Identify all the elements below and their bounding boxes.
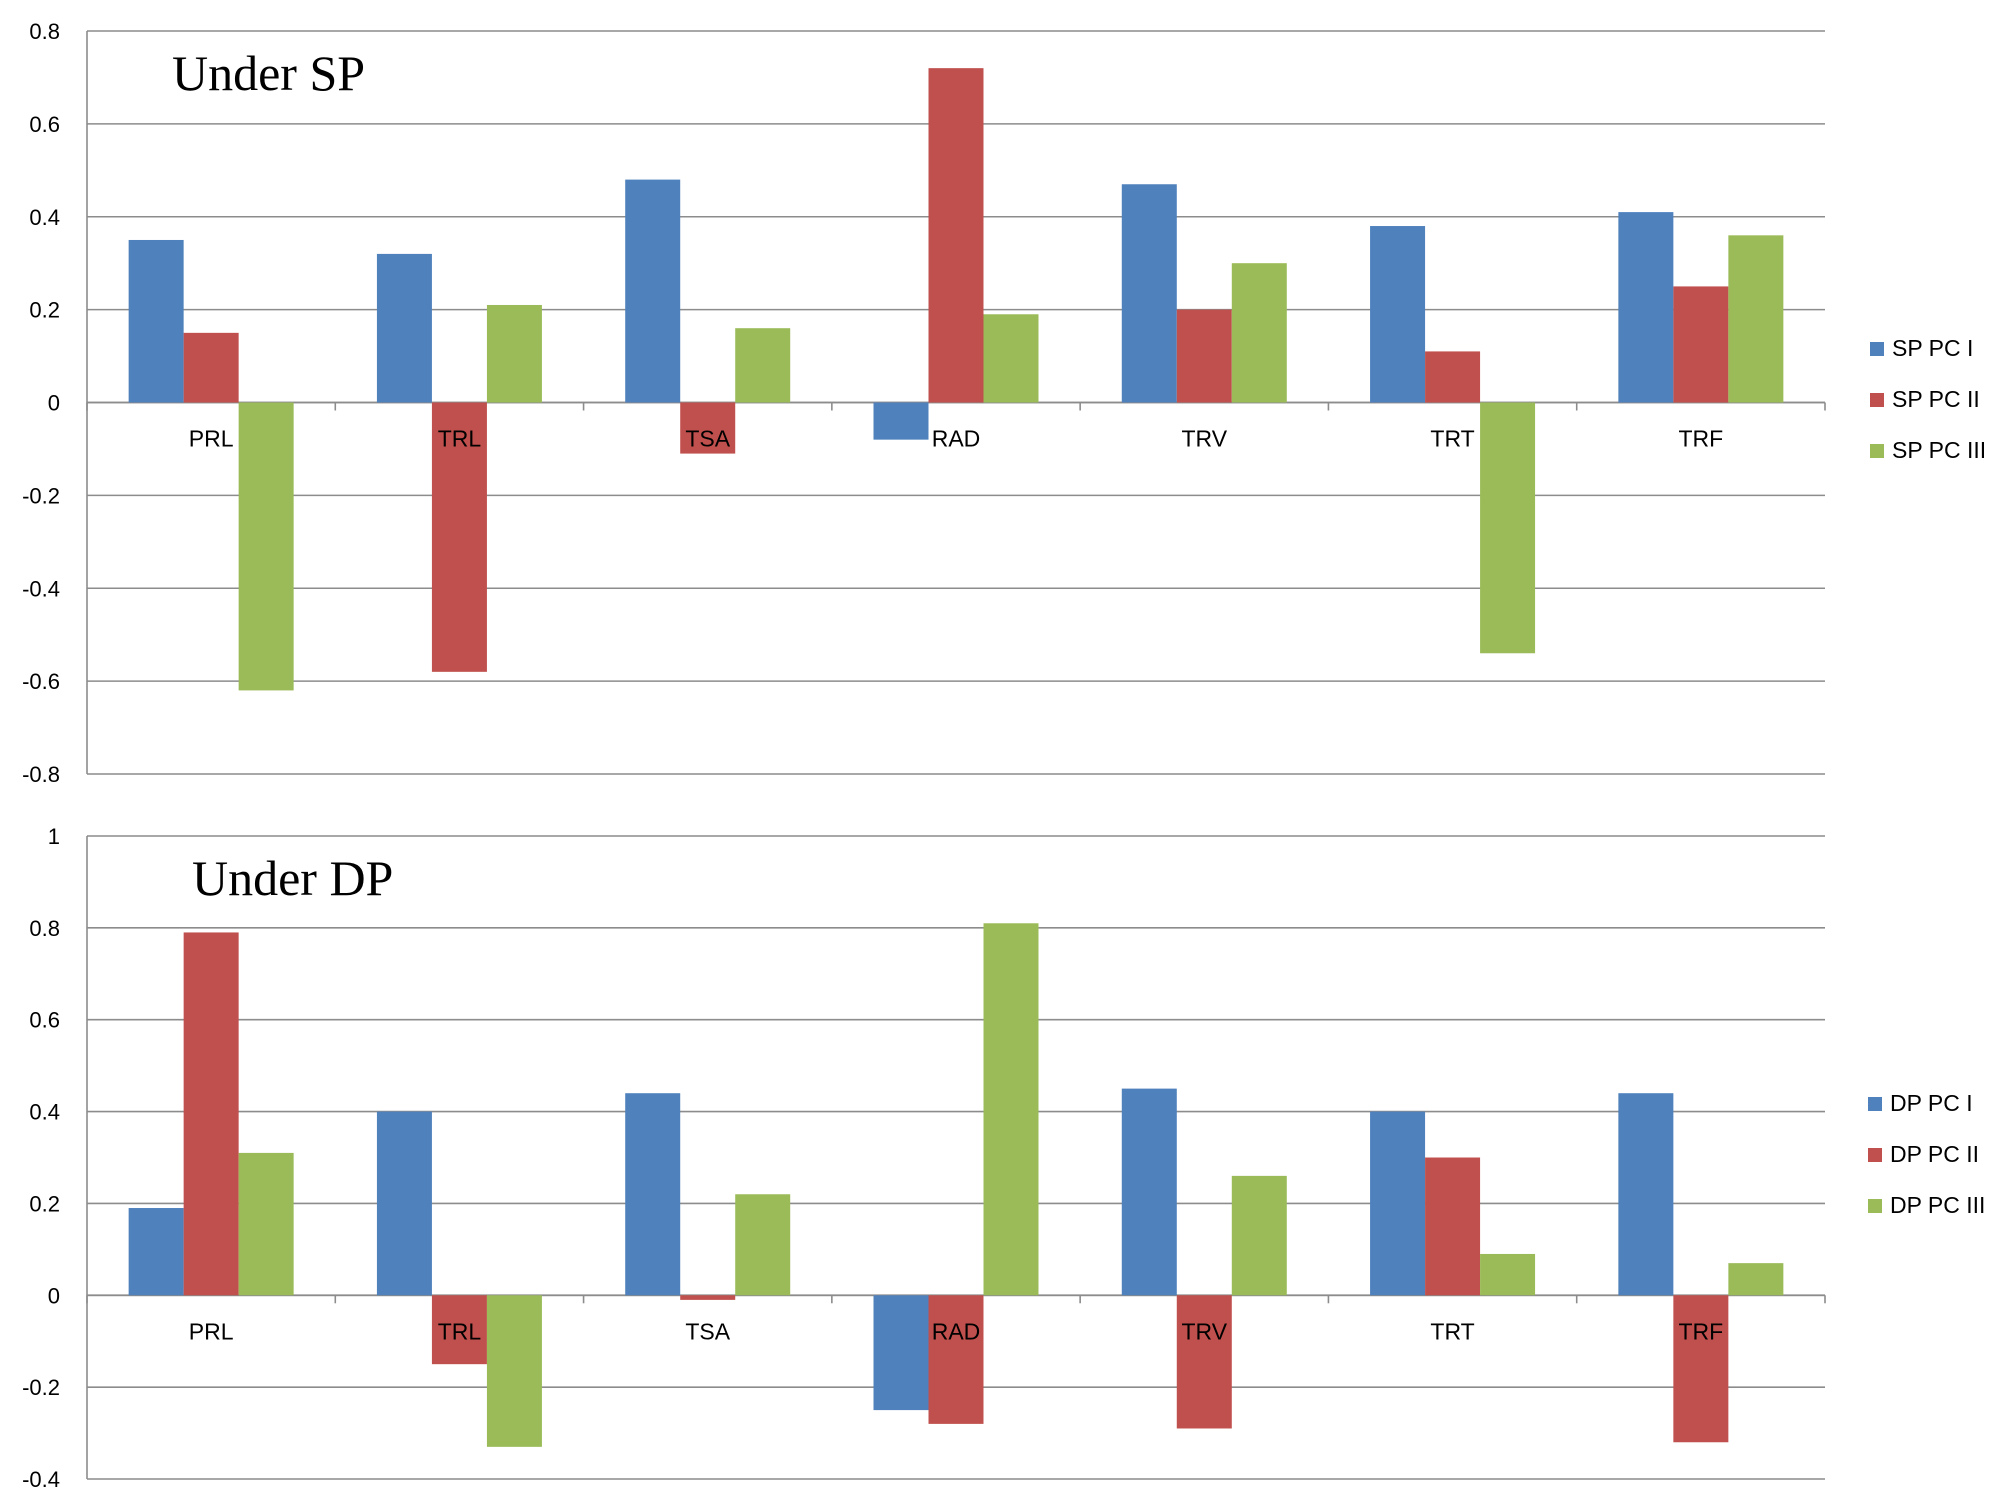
y-tick-label: 1 (48, 824, 60, 849)
y-tick-label: -0.4 (22, 576, 60, 601)
bar-dp-pc-ii-trl (431, 1295, 487, 1365)
legend-swatch (1870, 393, 1884, 407)
category-label: TRL (438, 426, 482, 452)
y-tick-label: -0.6 (22, 669, 60, 694)
legend-swatch (1868, 1199, 1882, 1213)
bar-dp-pc-ii-trf (1673, 1295, 1729, 1443)
bar-sp-pc-ii-rad (928, 68, 984, 403)
bar-sp-pc-iii-prl (238, 402, 294, 691)
category-label: PRL (189, 1318, 234, 1344)
bar-dp-pc-i-prl (128, 1208, 184, 1296)
bar-sp-pc-ii-trf (1673, 286, 1729, 403)
bar-dp-pc-i-trt (1370, 1111, 1426, 1296)
category-label: PRL (189, 426, 234, 452)
category-label: TSA (685, 1318, 730, 1344)
bar-dp-pc-i-trf (1618, 1093, 1674, 1296)
y-tick-label: 0.4 (29, 205, 60, 230)
bar-dp-pc-ii-tsa (680, 1295, 736, 1300)
legend-label: SP PC II (1892, 386, 1980, 412)
y-tick-label: 0 (48, 1283, 60, 1308)
y-tick-label: 0.6 (29, 112, 60, 137)
chart-panel-2: 1 0.8 0.6 0.4 0.2 0 -0.2 -0.4 PRL TRL TSA RAD TRV TRT… (22, 824, 1985, 1492)
bar-dp-pc-iii-trv (1231, 1175, 1287, 1296)
bar-sp-pc-i-trt (1370, 226, 1426, 403)
y-tick-label: 0.4 (29, 1100, 60, 1125)
bar-sp-pc-i-prl (128, 239, 184, 403)
legend-swatch (1868, 1148, 1882, 1162)
y-tick-label: 0.8 (29, 916, 60, 941)
bar-sp-pc-ii-tsa (680, 402, 736, 454)
bar-sp-pc-ii-trt (1425, 351, 1481, 403)
chart-title: Under DP (192, 850, 393, 906)
bar-sp-pc-iii-tsa (735, 328, 791, 403)
bar-sp-pc-i-tsa (625, 179, 681, 403)
bar-dp-pc-ii-trt (1425, 1157, 1481, 1296)
bar-sp-pc-ii-prl (183, 332, 239, 403)
legend-swatch (1870, 444, 1884, 458)
legend-swatch (1868, 1097, 1882, 1111)
bar-dp-pc-i-tsa (625, 1093, 681, 1296)
bar-dp-pc-iii-trl (486, 1295, 542, 1447)
chart-panel-1: 0.8 0.6 0.4 0.2 0 -0.2 -0.4 -0.6 -0.8 PRL TRL TSA RA… (22, 19, 1986, 787)
y-tick-label: -0.2 (22, 1375, 60, 1400)
category-label: TSA (685, 426, 730, 452)
bar-sp-pc-ii-trv (1176, 309, 1232, 403)
bar-dp-pc-ii-trv (1176, 1295, 1232, 1429)
legend-label: DP PC III (1890, 1192, 1985, 1218)
bar-sp-pc-i-trl (376, 253, 432, 403)
y-tick-label: 0.2 (29, 1191, 60, 1216)
bar-sp-pc-iii-trv (1231, 263, 1287, 403)
category-label: TRF (1678, 426, 1723, 452)
y-tick-label: -0.8 (22, 762, 60, 787)
y-tick-label: -0.2 (22, 483, 60, 508)
y-tick-label: 0.8 (29, 19, 60, 44)
legend-label: DP PC II (1890, 1141, 1979, 1167)
legend-label: SP PC III (1892, 437, 1986, 463)
bar-sp-pc-i-trf (1618, 212, 1674, 403)
category-label: TRT (1430, 1318, 1474, 1344)
bar-dp-pc-iii-rad (983, 923, 1039, 1296)
bar-sp-pc-iii-trt (1480, 402, 1536, 654)
category-label: TRV (1181, 426, 1227, 452)
bar-sp-pc-i-trv (1121, 184, 1177, 403)
bar-dp-pc-i-trv (1121, 1088, 1177, 1296)
bar-dp-pc-i-rad (873, 1295, 929, 1411)
chart-title: Under SP (172, 45, 365, 101)
y-tick-label: 0.6 (29, 1008, 60, 1033)
category-label: TRF (1678, 1318, 1723, 1344)
legend-label: SP PC I (1892, 335, 1973, 361)
category-label: TRV (1181, 1318, 1227, 1344)
y-tick-label: 0 (48, 391, 60, 416)
category-label: RAD (932, 426, 981, 452)
category-label: TRT (1430, 426, 1474, 452)
bar-sp-pc-iii-trf (1728, 235, 1784, 403)
bar-dp-pc-iii-prl (238, 1152, 294, 1296)
bar-sp-pc-iii-trl (486, 304, 542, 403)
bar-dp-pc-iii-trf (1728, 1263, 1784, 1296)
y-tick-label: 0.2 (29, 298, 60, 323)
bar-sp-pc-ii-trl (431, 402, 487, 672)
bar-dp-pc-i-trl (376, 1111, 432, 1296)
legend: SP PC I SP PC II SP PC III (1870, 335, 1986, 463)
bar-dp-pc-iii-tsa (735, 1194, 791, 1296)
category-label: TRL (438, 1318, 482, 1344)
bar-dp-pc-iii-trt (1480, 1253, 1536, 1296)
legend-swatch (1870, 342, 1884, 356)
legend: DP PC I DP PC II DP PC III (1868, 1090, 1985, 1218)
bar-dp-pc-ii-prl (183, 932, 239, 1296)
y-tick-label: -0.4 (22, 1467, 60, 1492)
bar-dp-pc-ii-rad (928, 1295, 984, 1424)
category-label: RAD (932, 1318, 981, 1344)
bar-sp-pc-iii-rad (983, 314, 1039, 403)
bar-sp-pc-i-rad (873, 402, 929, 440)
legend-label: DP PC I (1890, 1090, 1973, 1116)
